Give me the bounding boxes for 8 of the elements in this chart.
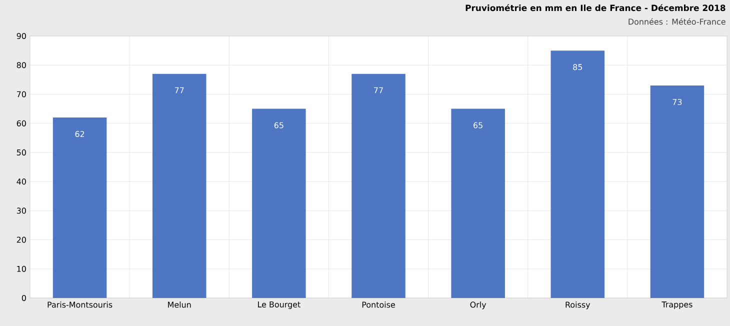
bar xyxy=(152,74,206,298)
bar xyxy=(52,118,107,298)
bar xyxy=(352,74,406,298)
bar xyxy=(650,85,704,298)
bar xyxy=(252,108,306,298)
bar xyxy=(550,50,605,298)
chart-title: Pruviométrie en mm en Ile de France - Décembre 2018 xyxy=(466,4,726,12)
bar xyxy=(451,108,505,298)
